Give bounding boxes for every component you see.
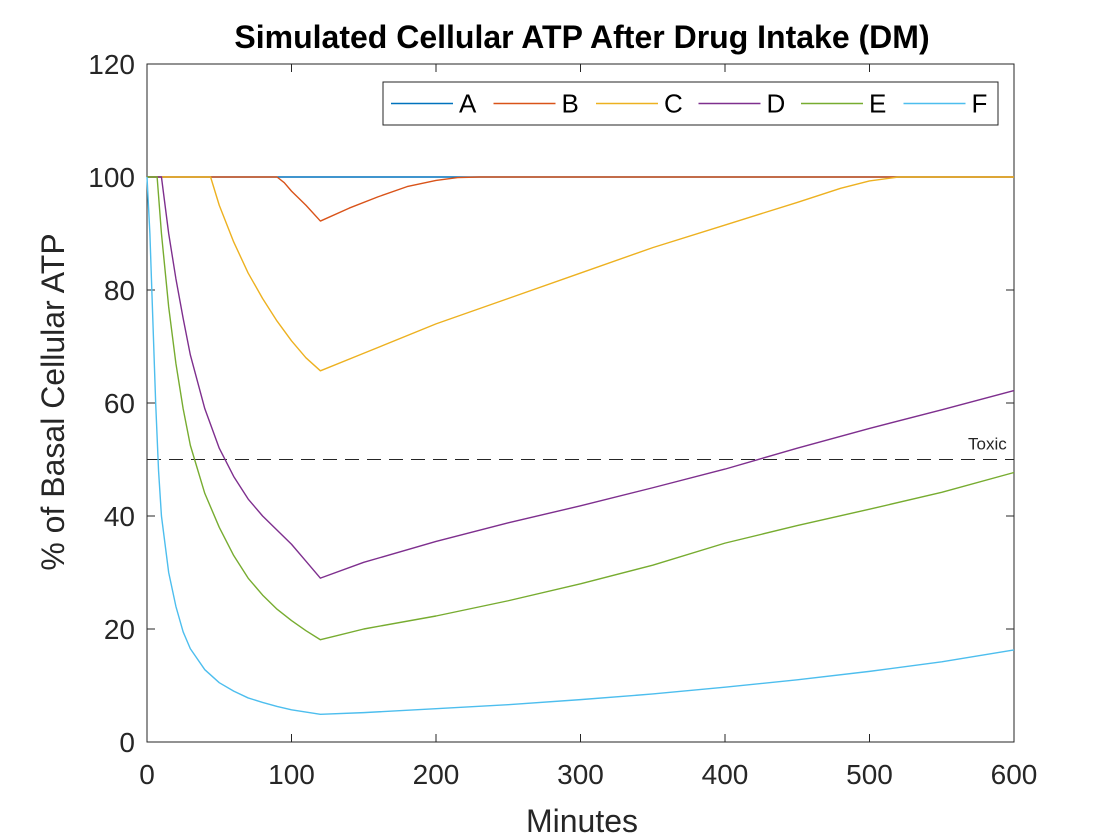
y-tick-label: 60 (104, 388, 135, 419)
chart-title: Simulated Cellular ATP After Drug Intake… (234, 19, 929, 55)
legend-box (382, 81, 999, 126)
legend-label-a: A (459, 89, 477, 119)
legend-label-e: E (869, 89, 886, 119)
x-tick-label: 300 (557, 759, 604, 790)
legend-label-f: F (972, 89, 988, 119)
y-tick-label: 0 (119, 727, 135, 758)
legend-label-d: D (767, 89, 786, 119)
plot-area: 0 100 200 300 400 500 600 0 20 40 60 80 100 120 Toxic A… (88, 49, 1037, 790)
x-tick-label: 100 (268, 759, 315, 790)
x-tick-label: 200 (413, 759, 460, 790)
series-line-c (147, 176, 1014, 372)
y-tick-label: 20 (104, 614, 135, 645)
x-axis-label: Minutes (526, 803, 638, 839)
series-line-d (147, 176, 1015, 579)
series-line-b (147, 176, 1014, 222)
legend-label-c: C (664, 89, 683, 119)
x-tick-label: 600 (991, 759, 1038, 790)
series-line-f (146, 176, 1015, 716)
y-tick-label: 100 (88, 162, 135, 193)
x-tick-label: 500 (846, 759, 893, 790)
legend-label-b: B (562, 89, 579, 119)
x-tick-label: 0 (139, 759, 155, 790)
x-tick-label: 400 (702, 759, 749, 790)
y-axis-label: % of Basal Cellular ATP (35, 233, 71, 570)
series-line-e (147, 176, 1015, 641)
y-tick-label: 40 (104, 501, 135, 532)
toxic-threshold-label: Toxic (968, 435, 1007, 454)
axes-box (146, 63, 1015, 743)
y-tick-label: 120 (88, 49, 135, 80)
y-tick-label: 80 (104, 275, 135, 306)
